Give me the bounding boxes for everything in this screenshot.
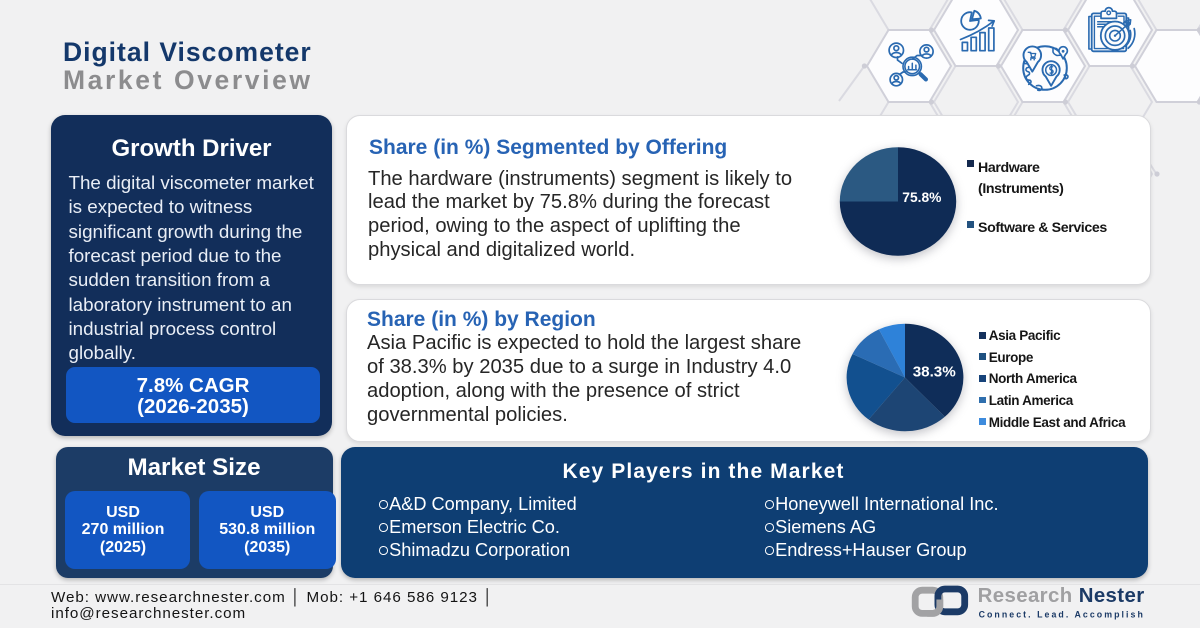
svg-text:75.8%: 75.8%	[902, 190, 941, 205]
svg-text:38.3%: 38.3%	[913, 364, 957, 381]
svg-text:Connect. Lead. Accomplish: Connect. Lead. Accomplish	[979, 610, 1145, 620]
svg-text:Research Nester: Research Nester	[978, 585, 1145, 607]
